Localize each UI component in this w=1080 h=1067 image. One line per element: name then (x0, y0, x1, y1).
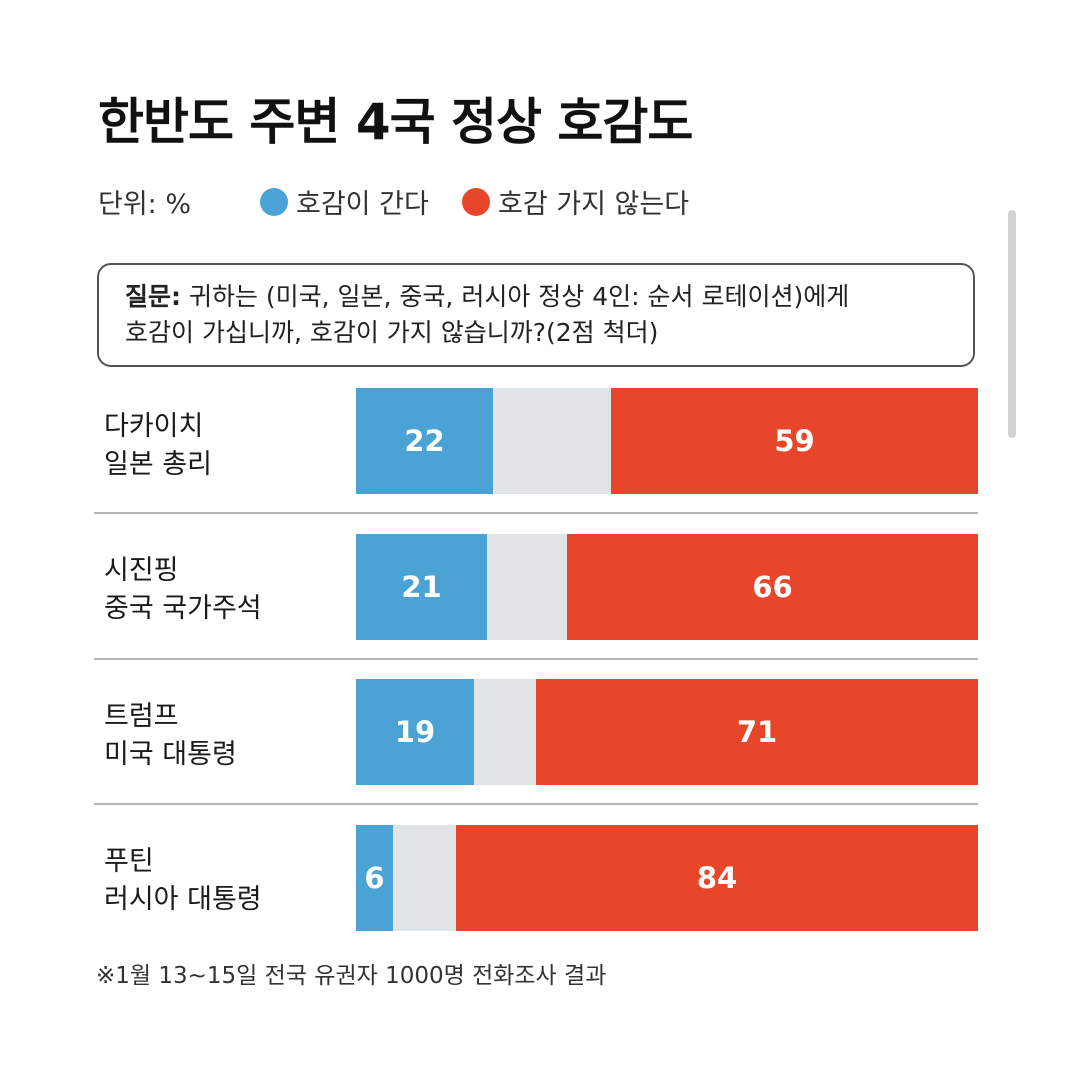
leader-name: 푸틴 (104, 846, 154, 877)
bar-segment-unfavorable: 59 (611, 388, 978, 494)
legend-item-unfavorable: 호감 가지 않는다 (462, 182, 689, 221)
leader-name: 다카이치 (104, 411, 204, 442)
bar-segment-unfavorable: 71 (536, 679, 978, 785)
bar-segment-favorable: 21 (356, 534, 487, 640)
data-label: 19 (394, 715, 436, 749)
bar-segment-favorable: 6 (356, 825, 393, 931)
bar-row: 19 71 (356, 679, 978, 785)
question-label: 질문: (125, 282, 181, 311)
row-divider (94, 512, 978, 514)
data-label: 71 (736, 715, 778, 749)
leader-name: 시진핑 (104, 555, 179, 586)
question-box: 질문: 귀하는 (미국, 일본, 중국, 러시아 정상 4인: 순서 로테이션)… (97, 263, 975, 367)
data-label: 21 (401, 570, 442, 604)
bar-segment-unfavorable: 66 (567, 534, 978, 640)
leader-title: 미국 대통령 (104, 739, 237, 770)
bar-row: 21 66 (356, 534, 978, 640)
data-label: 22 (404, 424, 445, 458)
question-text: 귀하는 (미국, 일본, 중국, 러시아 정상 4인: 순서 로테이션)에게 호… (125, 282, 850, 347)
legend-swatch-unfavorable (462, 187, 490, 216)
data-label: 59 (774, 424, 815, 458)
bar-segment-unfavorable: 84 (456, 825, 978, 931)
legend-item-favorable: 호감이 간다 (260, 182, 429, 221)
data-label: 84 (696, 861, 738, 895)
bar-segment-favorable: 19 (356, 679, 474, 785)
row-divider (94, 658, 978, 660)
chart-title: 한반도 주변 4국 정상 호감도 (98, 93, 693, 151)
leader-title: 중국 국가주석 (104, 593, 262, 624)
data-label: 66 (752, 570, 793, 604)
data-label: 6 (364, 861, 385, 895)
leader-title: 러시아 대통령 (104, 884, 262, 915)
legend-label-favorable: 호감이 간다 (296, 189, 429, 220)
bar-segment-neutral (474, 679, 536, 785)
bar-row: 22 59 (356, 388, 978, 494)
bar-row: 6 84 (356, 825, 978, 931)
leader-name: 트럼프 (104, 701, 179, 732)
footnote: ※1월 13~15일 전국 유권자 1000명 전화조사 결과 (96, 963, 607, 989)
leader-title: 일본 총리 (104, 449, 212, 480)
bar-segment-favorable: 22 (356, 388, 493, 494)
bar-segment-neutral (493, 388, 611, 494)
row-divider (94, 803, 978, 805)
bar-segment-neutral (393, 825, 456, 931)
legend-label-unfavorable: 호감 가지 않는다 (498, 189, 690, 220)
bar-segment-neutral (487, 534, 567, 640)
legend-swatch-favorable (260, 187, 288, 216)
scrollbar[interactable] (1008, 210, 1016, 438)
unit-label: 단위: % (98, 189, 192, 220)
